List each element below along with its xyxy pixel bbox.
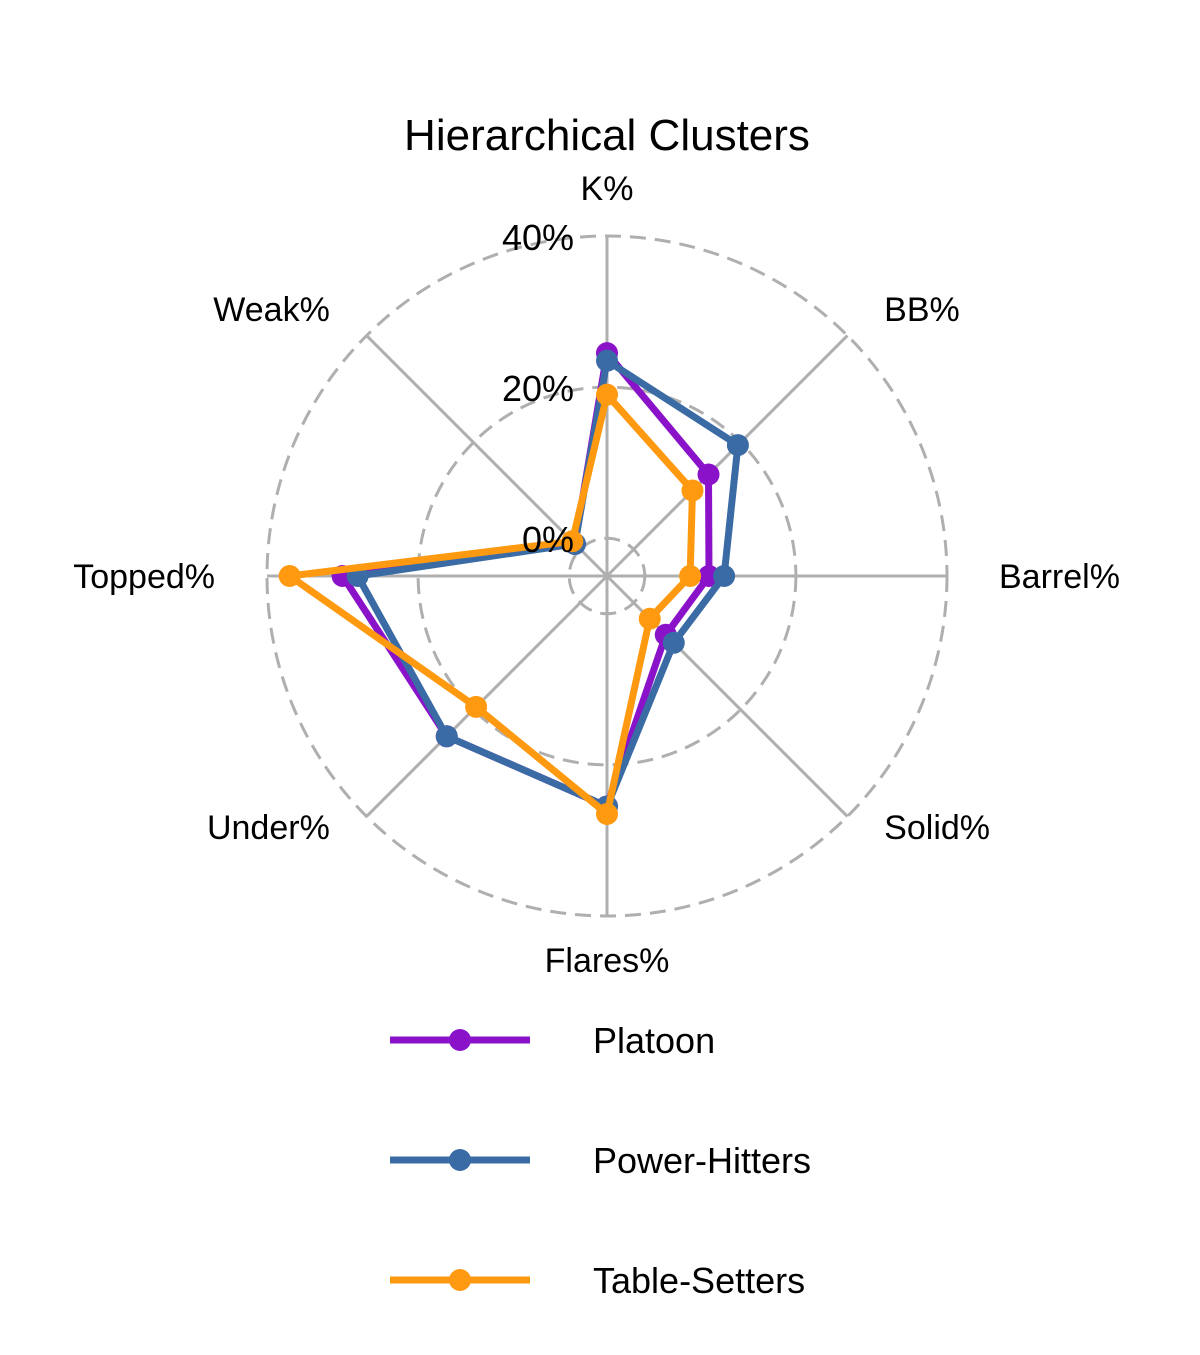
- series-point: [596, 803, 618, 825]
- axis-label-topped: Topped%: [73, 558, 215, 596]
- series-point: [561, 530, 584, 553]
- legend: Platoon Power-Hitters Table-Setters: [390, 1020, 811, 1301]
- axis-spoke: [365, 574, 609, 818]
- series-point: [596, 383, 618, 406]
- axis-label-barrel: Barrel%: [999, 558, 1120, 596]
- series-point: [278, 565, 301, 587]
- axis-label-solid: Solid%: [884, 809, 990, 847]
- axis-label-under: Under%: [207, 809, 330, 847]
- series-point: [681, 479, 704, 502]
- radial-tick-label: 0%: [522, 519, 574, 560]
- series-point: [713, 565, 736, 587]
- legend-marker: [449, 1269, 471, 1291]
- series-point: [698, 565, 720, 587]
- axis-label-k: K%: [581, 170, 634, 208]
- radial-tick-label: 20%: [502, 368, 574, 409]
- legend-label: Table-Setters: [593, 1260, 805, 1301]
- chart-title: Hierarchical Clusters: [404, 111, 810, 160]
- series-point: [679, 565, 702, 587]
- series-line-platoon: [339, 349, 713, 810]
- legend-label: Platoon: [593, 1020, 715, 1061]
- series-layer: [278, 342, 749, 825]
- legend-marker: [449, 1149, 471, 1171]
- axis-label-flares: Flares%: [545, 942, 670, 980]
- label-layer: Hierarchical Clusters 0% 20% 40%K% BB% Barre…: [73, 111, 1120, 980]
- series-point: [435, 725, 458, 748]
- series-point: [726, 434, 749, 457]
- axis-label-weak: Weak%: [213, 291, 330, 329]
- legend-marker: [449, 1029, 471, 1051]
- axis-label-bb: BB%: [884, 291, 960, 329]
- series-point: [662, 631, 685, 654]
- axis-spoke: [605, 334, 849, 578]
- series-point: [465, 695, 488, 718]
- series-point: [697, 463, 720, 486]
- series-point: [596, 349, 618, 372]
- legend-label: Power-Hitters: [593, 1140, 811, 1181]
- series-point: [638, 607, 661, 630]
- radial-tick-label: 40%: [502, 217, 574, 258]
